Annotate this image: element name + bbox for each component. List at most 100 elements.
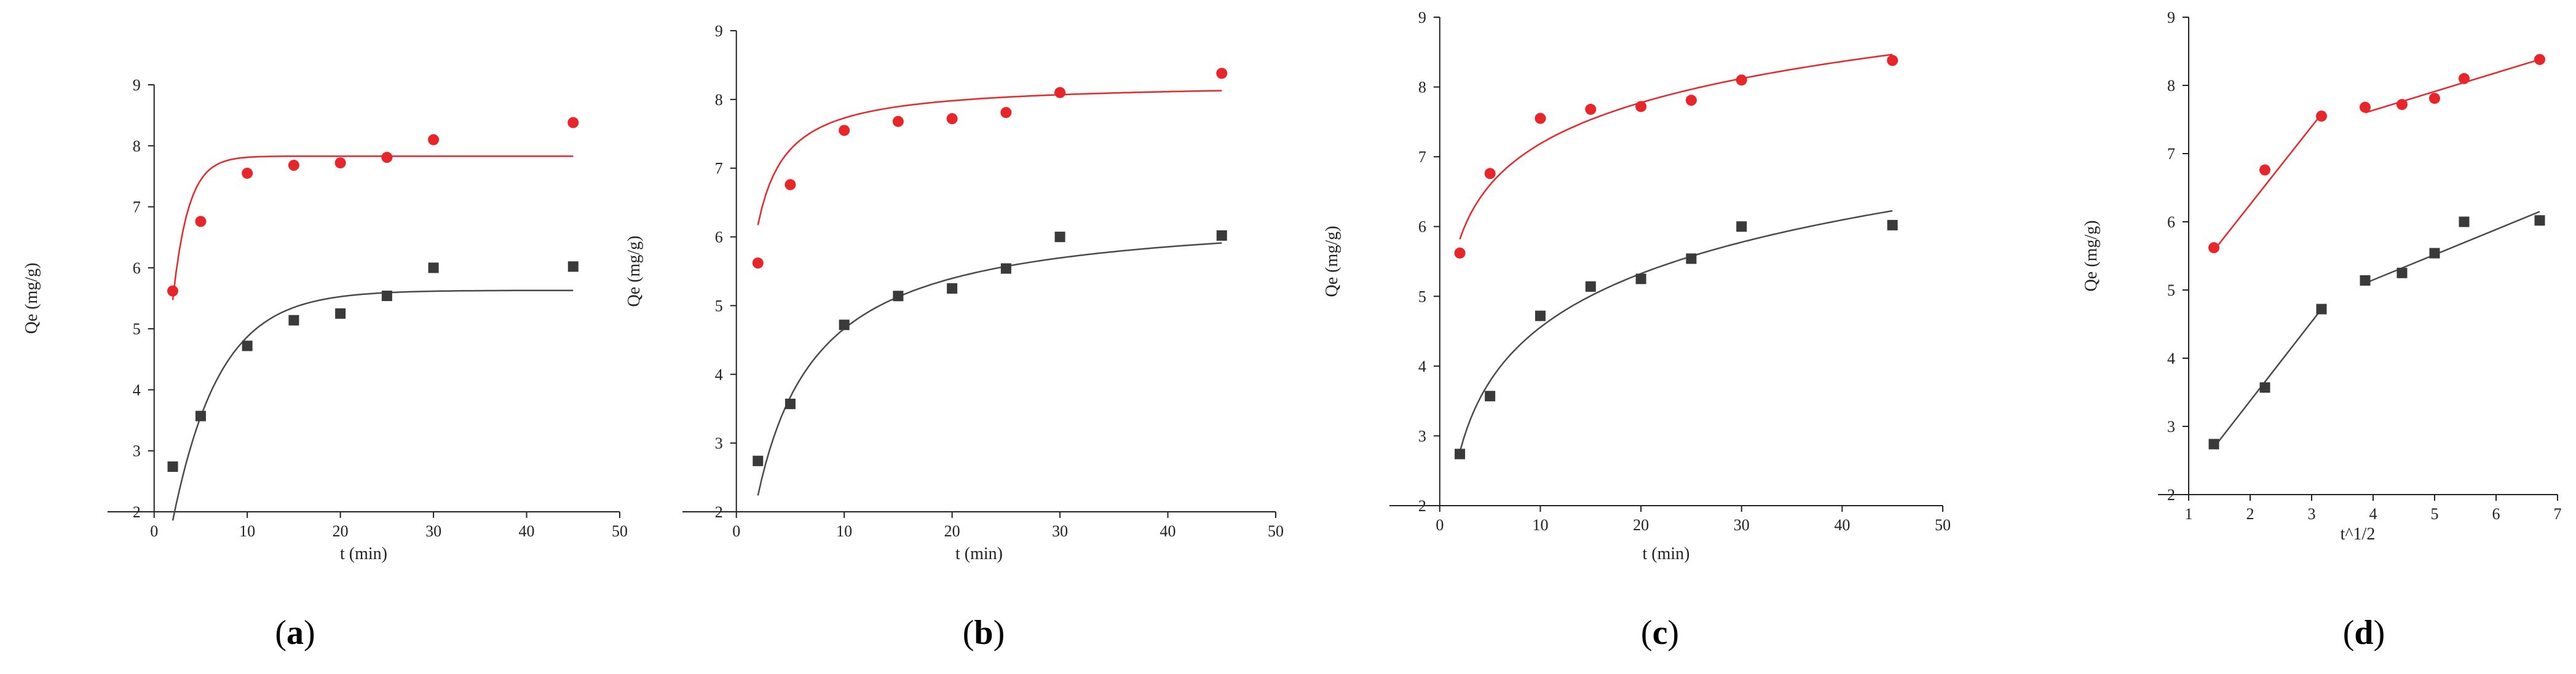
chart-panel-a: 2 3 4 5 6 7 8 9 0 10 20 30 40 50 t (min) Qe (mg/g) (a) bbox=[22, 76, 628, 652]
data-point-red bbox=[242, 167, 253, 179]
data-point-black bbox=[195, 410, 206, 421]
x-tick-label: 20 bbox=[333, 522, 349, 540]
data-point-red bbox=[1216, 68, 1228, 79]
data-point-red bbox=[892, 116, 904, 127]
panel-label: (d) bbox=[2343, 614, 2385, 652]
y-tick-label: 8 bbox=[133, 137, 141, 155]
fit-curve bbox=[172, 155, 574, 300]
y-tick-label: 8 bbox=[1418, 79, 1426, 96]
x-tick-label: 10 bbox=[239, 522, 255, 540]
data-point-red bbox=[752, 257, 764, 269]
y-tick-label: 3 bbox=[133, 442, 141, 460]
data-point-red bbox=[2459, 72, 2470, 84]
x-tick-label: 40 bbox=[1834, 516, 1850, 534]
x-axis-title: t (min) bbox=[1643, 544, 1690, 563]
data-point-black bbox=[1887, 219, 1898, 230]
y-tick-label: 7 bbox=[715, 160, 723, 178]
data-point-black bbox=[1000, 263, 1011, 274]
data-point-black bbox=[242, 340, 253, 351]
x-tick-label: 40 bbox=[519, 522, 535, 540]
x-axis-title: t^1/2 bbox=[2341, 525, 2376, 544]
fit-curve bbox=[1459, 53, 1893, 240]
y-tick-label: 8 bbox=[2167, 77, 2175, 95]
y-tick-label: 5 bbox=[715, 297, 723, 315]
y-tick-label: 6 bbox=[133, 259, 141, 277]
data-point-red bbox=[1054, 87, 1066, 98]
y-tick-label: 9 bbox=[2167, 9, 2175, 26]
data-point-red bbox=[567, 117, 579, 128]
data-point-red bbox=[288, 160, 299, 171]
data-point-red bbox=[334, 157, 346, 169]
y-tick-label: 3 bbox=[715, 434, 723, 452]
x-tick-label: 20 bbox=[944, 522, 960, 540]
y-tick-label: 2 bbox=[1418, 497, 1426, 515]
y-axis-title: Qe (mg/g) bbox=[2082, 221, 2101, 292]
y-tick-label: 5 bbox=[1418, 288, 1426, 305]
y-tick-label: 9 bbox=[133, 76, 141, 94]
chart-panel-b: 2 3 4 5 6 7 8 9 0 10 20 30 40 50 t (min) Qe (mg/g) (b) bbox=[625, 22, 1284, 652]
fit-curve bbox=[172, 289, 574, 521]
fit-curve bbox=[2213, 308, 2322, 449]
data-point-red bbox=[381, 152, 393, 163]
data-point-red bbox=[2259, 164, 2270, 176]
y-tick-label: 9 bbox=[715, 22, 723, 40]
x-tick-label: 10 bbox=[836, 522, 852, 540]
data-point-red bbox=[428, 134, 440, 146]
data-point-red bbox=[1736, 74, 1747, 86]
data-point-black bbox=[381, 291, 392, 302]
data-point-red bbox=[1484, 168, 1496, 179]
data-point-black bbox=[2208, 439, 2219, 450]
x-tick-label: 50 bbox=[1268, 522, 1284, 540]
panel-label: (a) bbox=[275, 614, 315, 652]
data-point-black bbox=[2360, 275, 2371, 286]
data-point-black bbox=[288, 315, 299, 326]
data-point-black bbox=[335, 308, 346, 319]
x-tick-label: 1 bbox=[2185, 505, 2193, 523]
data-point-red bbox=[2534, 53, 2545, 65]
data-point-red bbox=[946, 113, 958, 125]
data-point-red bbox=[1535, 112, 1546, 124]
y-tick-label: 2 bbox=[2167, 486, 2175, 504]
data-point-black bbox=[1585, 281, 1596, 292]
data-point-black bbox=[2396, 267, 2408, 278]
y-tick-label: 9 bbox=[1418, 9, 1426, 26]
x-tick-label: 0 bbox=[732, 522, 740, 540]
y-tick-label: 3 bbox=[2167, 418, 2175, 436]
x-tick-label: 30 bbox=[1734, 516, 1750, 534]
y-tick-label: 6 bbox=[715, 229, 723, 246]
x-axis-title: t (min) bbox=[340, 544, 387, 563]
y-tick-label: 7 bbox=[2167, 145, 2175, 163]
data-point-red bbox=[2316, 110, 2327, 122]
x-tick-label: 10 bbox=[1532, 516, 1548, 534]
chart-panel-c: 2 3 4 5 6 7 8 9 0 10 20 30 40 50 t (min) Qe (mg/g) (c) bbox=[1322, 9, 1951, 652]
x-tick-label: 20 bbox=[1633, 516, 1649, 534]
data-point-black bbox=[947, 283, 958, 294]
y-tick-label: 5 bbox=[133, 320, 141, 338]
data-point-black bbox=[428, 262, 439, 273]
x-tick-label: 50 bbox=[1935, 516, 1951, 534]
panel-label: (b) bbox=[963, 614, 1005, 652]
y-axis-title: Qe (mg/g) bbox=[625, 236, 644, 307]
data-point-red bbox=[1685, 95, 1697, 106]
fit-curve bbox=[1459, 210, 1893, 452]
y-tick-label: 4 bbox=[715, 366, 723, 383]
data-point-black bbox=[1455, 449, 1466, 460]
fit-curve bbox=[757, 90, 1222, 225]
fit-curve bbox=[757, 242, 1222, 496]
fit-curve bbox=[2365, 58, 2540, 114]
data-point-black bbox=[2316, 304, 2327, 315]
y-tick-label: 7 bbox=[1418, 148, 1426, 166]
data-point-black bbox=[1686, 253, 1697, 264]
y-tick-label: 3 bbox=[1418, 427, 1426, 445]
fit-curve bbox=[2365, 211, 2540, 284]
data-point-red bbox=[1887, 55, 1898, 66]
x-tick-label: 2 bbox=[2246, 505, 2254, 523]
data-point-black bbox=[567, 261, 579, 272]
fit-curve bbox=[2213, 113, 2322, 251]
data-point-black bbox=[2534, 215, 2545, 226]
data-point-red bbox=[2429, 93, 2440, 104]
x-axis-title: t (min) bbox=[955, 544, 1003, 563]
y-tick-label: 8 bbox=[715, 91, 723, 109]
